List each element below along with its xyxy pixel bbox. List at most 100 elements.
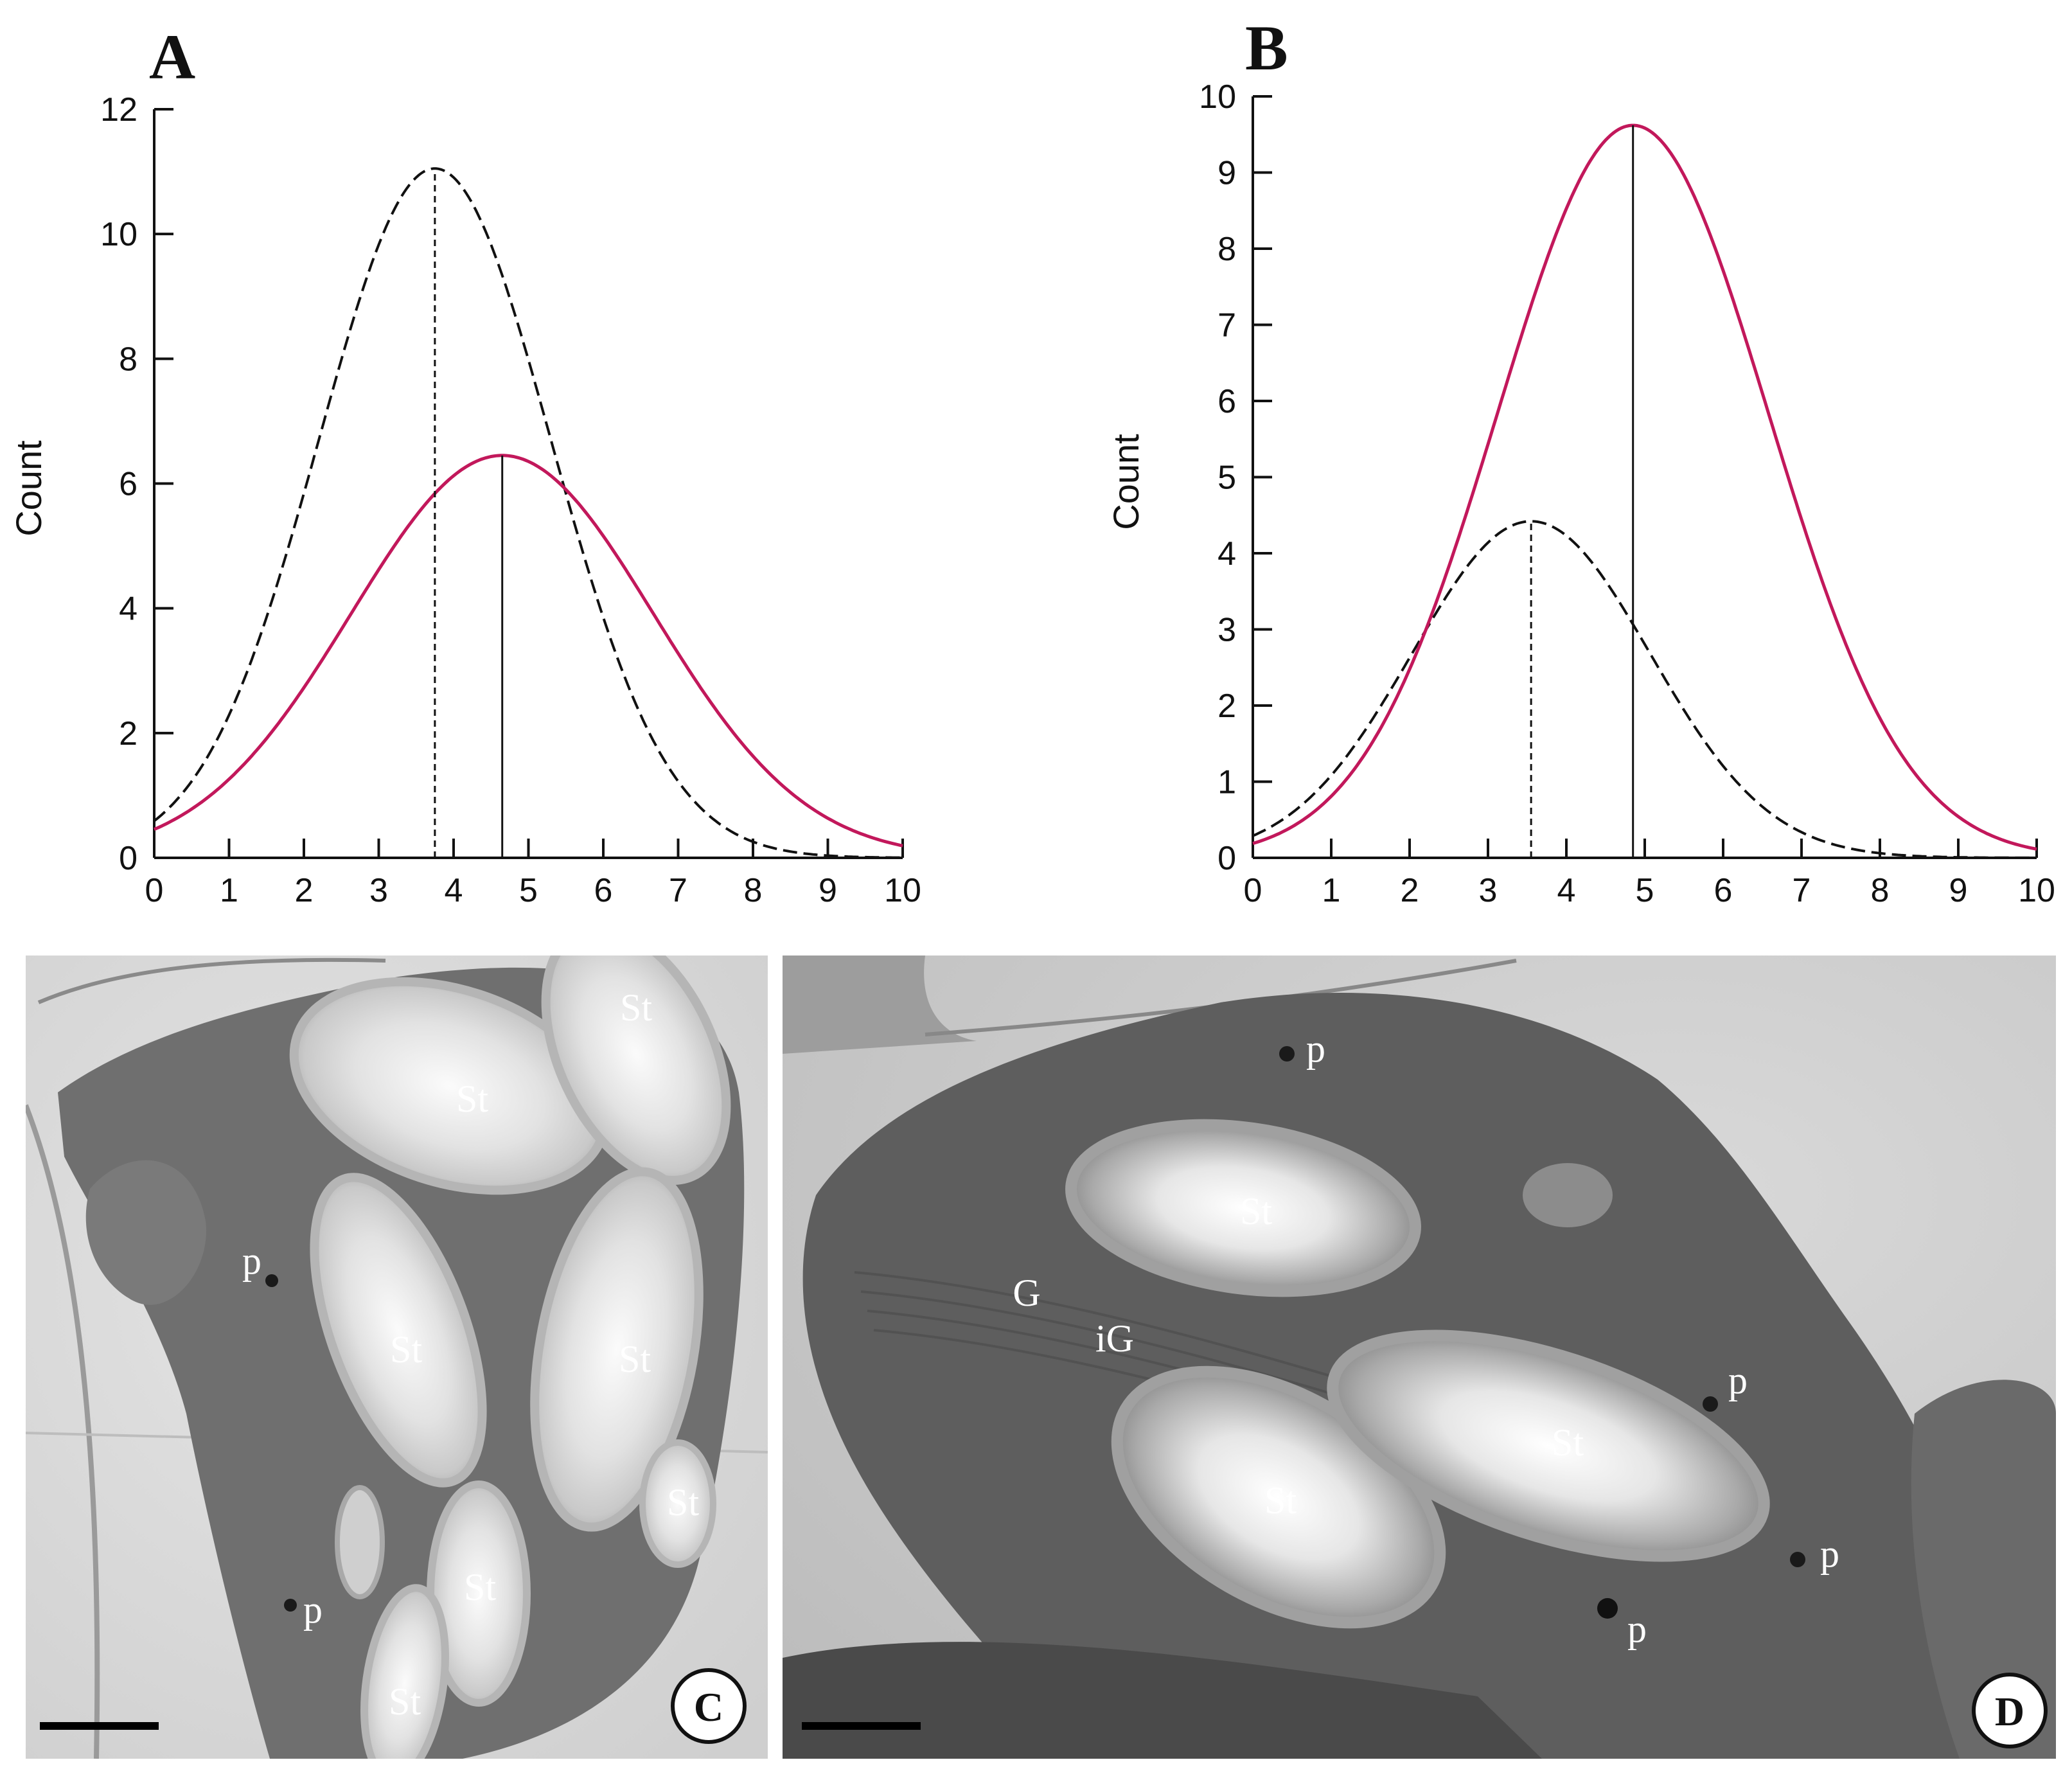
starch-grains-c: [289, 956, 731, 1759]
x-tick-label: 4: [1557, 872, 1576, 909]
panel-d-badge: [1972, 1673, 2048, 1748]
axes-b: [1252, 95, 2038, 859]
starch-grain: [310, 1173, 487, 1488]
y-tick-label: 7: [1218, 307, 1236, 344]
y-axis-title-b: Count: [1106, 434, 1146, 530]
y-tick-label: 5: [1218, 459, 1236, 497]
y-tick-label: 0: [1218, 840, 1236, 877]
scale-bar: [802, 1722, 921, 1730]
solid-series-line: [154, 454, 903, 848]
label-st: St: [667, 1481, 699, 1524]
label-st: St: [390, 1328, 422, 1371]
plastoglobule: [1279, 1046, 1295, 1062]
cell-wall: [37, 957, 386, 1004]
starch-grain: [1327, 1329, 1770, 1562]
y-tick-label: 8: [1218, 231, 1236, 268]
y-tick-label: 0: [119, 840, 137, 877]
plastoglobule: [265, 1274, 278, 1287]
starch-grain: [639, 1439, 716, 1568]
micrograph-d-labels: St St St G iG p p p p: [1013, 1027, 1839, 1650]
label-ig: iG: [1095, 1317, 1134, 1360]
starch-grain: [335, 1485, 385, 1599]
panel-letter-a: A: [149, 21, 195, 93]
micrograph-c: St St St St St St St p p C: [26, 956, 768, 1759]
y-tick-label: 2: [119, 715, 137, 752]
x-tick-label: 9: [819, 872, 837, 909]
y-tick-label: 8: [119, 341, 137, 378]
label-p: p: [1627, 1608, 1647, 1650]
panel-letter-b: B: [1245, 12, 1288, 84]
y-tick-label: 9: [1218, 155, 1236, 192]
x-tick-label: 4: [445, 872, 463, 909]
label-st: St: [619, 1338, 651, 1380]
x-tick-label: 6: [594, 872, 613, 909]
x-tick-label: 8: [744, 872, 763, 909]
chart-panel-b: B Count 0 1 2 3 4 5 6 7 8 9 10 0 1 2 3 4 5 6 7 8 9 10: [1106, 12, 2055, 909]
label-p: p: [303, 1588, 323, 1631]
y-tick-label: 3: [1218, 612, 1236, 649]
starch-grain: [1065, 1119, 1421, 1297]
plastoglobule: [1790, 1552, 1805, 1567]
micrograph-d: St St St G iG p p p p D: [783, 956, 2056, 1759]
x-tick-label: 1: [1322, 872, 1341, 909]
plot-area-a: [153, 167, 903, 859]
starch-grain: [360, 1584, 449, 1759]
x-tick-label: 2: [295, 872, 314, 909]
x-tick-label: 10: [884, 872, 921, 909]
label-st: St: [620, 986, 652, 1029]
x-tick-label: 5: [519, 872, 538, 909]
x-tick-label: 3: [1479, 872, 1498, 909]
starch-grain-faint: [1523, 1163, 1613, 1227]
plastoglobule: [1597, 1598, 1618, 1619]
label-st: St: [456, 1078, 488, 1120]
adjacent-cytoplasm: [783, 1642, 1542, 1759]
y-tick-label: 6: [119, 466, 137, 503]
y-tick-label: 1: [1218, 764, 1236, 801]
y-tick-label: 4: [1218, 535, 1236, 573]
label-p: p: [242, 1240, 261, 1282]
panel-letter-d: D: [1995, 1689, 2024, 1734]
label-st: St: [464, 1566, 496, 1608]
x-tick-label: 0: [1244, 872, 1262, 909]
solid-series-line: [1252, 123, 2037, 851]
scale-bar: [40, 1722, 159, 1730]
x-tick-label: 3: [369, 872, 388, 909]
adjacent-cell: [1911, 1380, 2056, 1759]
label-g: G: [1013, 1272, 1040, 1314]
label-p: p: [1728, 1359, 1748, 1401]
x-tick-label: 8: [1871, 872, 1890, 909]
x-tick-label: 9: [1949, 872, 1968, 909]
x-tick-label: 6: [1714, 872, 1733, 909]
micrograph-c-labels: St St St St St St St p p: [242, 986, 699, 1723]
x-tick-label: 10: [2018, 872, 2055, 909]
panel-letter-c: C: [694, 1684, 723, 1730]
y-tick-label: 10: [1199, 78, 1236, 116]
starch-grain: [530, 1167, 704, 1532]
dashed-series-line: [1252, 520, 2037, 859]
y-axis-title-a: Count: [8, 440, 49, 537]
x-tick-label: 2: [1401, 872, 1419, 909]
axes-a: [153, 108, 904, 859]
y-tick-label: 2: [1218, 688, 1236, 725]
label-st: St: [1240, 1190, 1272, 1232]
x-tick-label: 7: [1793, 872, 1811, 909]
y-tick-label: 10: [100, 216, 137, 253]
x-tick-label: 1: [220, 872, 238, 909]
label-st: St: [1552, 1421, 1584, 1464]
starch-grain: [541, 956, 731, 1185]
y-tick-label: 12: [100, 91, 137, 129]
label-p: p: [1820, 1533, 1839, 1575]
cell-wall: [26, 1104, 100, 1759]
starch-grains-d: [1065, 1119, 1770, 1629]
plastoglobule: [284, 1599, 297, 1612]
tick-labels-b: 0 1 2 3 4 5 6 7 8 9 10 0 1 2 3 4 5 6 7 8 9 10: [1199, 78, 2055, 909]
dashed-series-line: [153, 167, 903, 859]
x-tick-label: 7: [669, 872, 687, 909]
adjacent-cell: [783, 956, 977, 1054]
y-tick-label: 6: [1218, 383, 1236, 420]
y-tick-label: 4: [119, 591, 137, 628]
plot-area-b: [1252, 123, 2037, 859]
